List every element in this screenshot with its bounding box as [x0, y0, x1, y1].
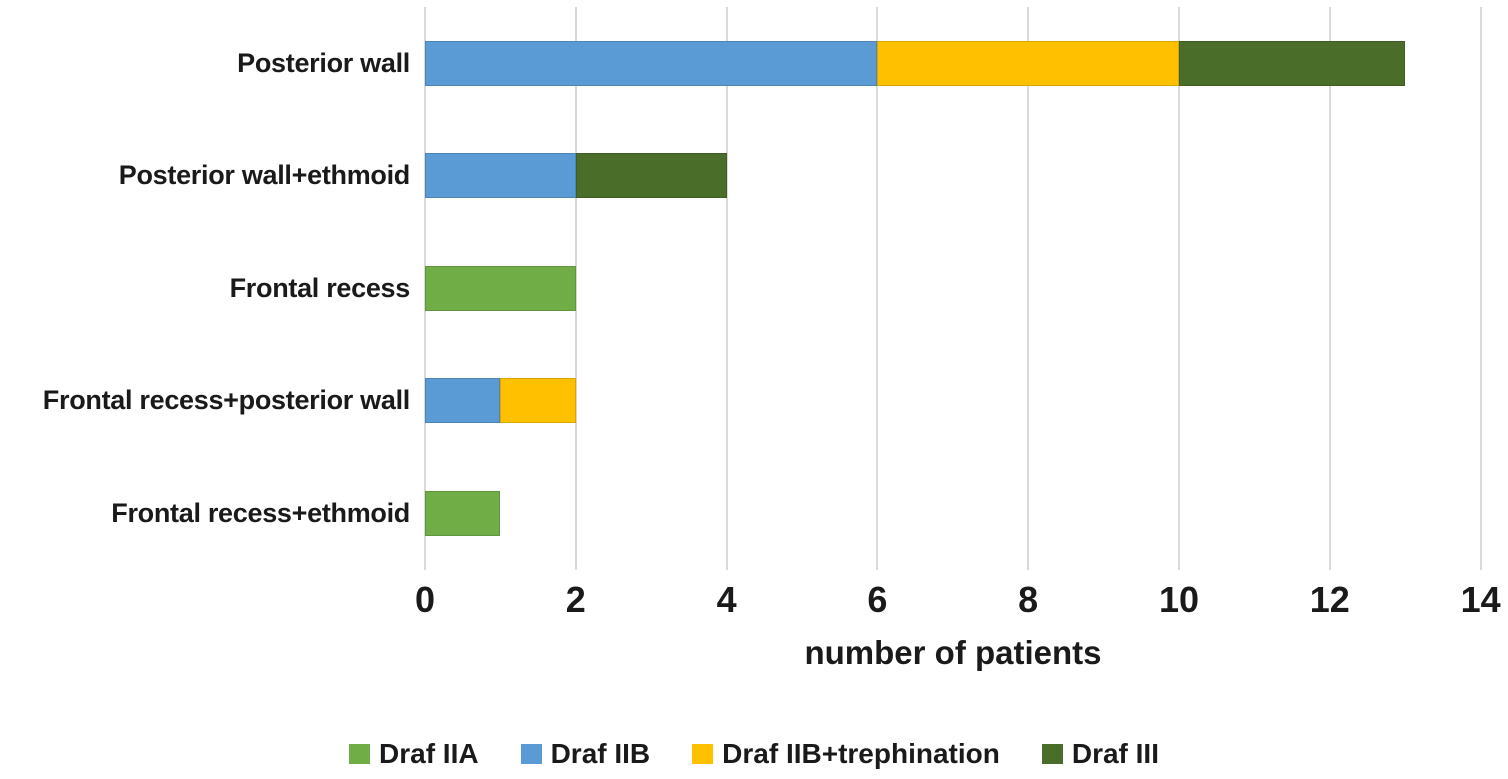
x-tick-label: 14	[1460, 579, 1501, 620]
bar-segment-draf-iib-trephination	[877, 41, 1179, 86]
category-label: Frontal recess	[229, 272, 411, 303]
x-tick-label: 4	[716, 579, 737, 620]
legend-swatch	[349, 744, 370, 764]
x-tick-label: 6	[867, 579, 888, 620]
legend-label: Draf IIB	[550, 738, 651, 769]
legend-swatch	[692, 744, 714, 764]
gridline	[1328, 7, 1331, 570]
bar-segment-draf-iia	[425, 490, 501, 536]
legend-swatch	[520, 744, 542, 764]
category-label: Posterior wall+ethmoid	[118, 160, 411, 191]
x-tick-label: 8	[1018, 579, 1039, 620]
x-tick-label: 2	[565, 579, 586, 620]
legend-label: Draf III	[1071, 738, 1159, 769]
bar-segment-draf-iib-trephination	[500, 378, 576, 424]
bar-segment-draf-iib	[425, 378, 501, 424]
bar-segment-draf-iia	[425, 265, 576, 311]
legend-swatch	[1041, 744, 1063, 764]
bar-segment-draf-iii	[1179, 41, 1406, 86]
legend-item: Draf III	[1041, 738, 1159, 770]
category-label: Frontal recess+posterior wall	[42, 385, 411, 416]
legend-item: Draf IIB	[520, 738, 651, 770]
gridline	[725, 7, 728, 570]
legend-item: Draf IIA	[349, 738, 479, 770]
legend-label: Draf IIB+trephination	[722, 738, 1000, 769]
x-tick-label: 0	[414, 579, 436, 620]
legend: Draf IIA Draf IIB Draf IIB+trephination Dra…	[0, 738, 1508, 770]
category-label: Frontal recess+ethmoid	[111, 497, 410, 528]
category-label: Posterior wall	[237, 48, 410, 78]
legend-item: Draf IIB+trephination	[692, 738, 1000, 770]
bar-segment-draf-iii	[575, 153, 727, 199]
x-tick-label: 12	[1309, 579, 1350, 620]
x-tick-label: 10	[1158, 579, 1200, 620]
gridline	[1479, 7, 1482, 570]
gridline	[1178, 7, 1180, 570]
legend-label: Draf IIA	[379, 738, 479, 769]
gridline	[574, 7, 577, 570]
gridline	[876, 7, 879, 570]
gridline	[1027, 7, 1030, 570]
bar-segment-draf-iib	[425, 153, 576, 199]
x-axis-title: number of patients	[804, 634, 1102, 671]
bar-segment-draf-iib	[425, 41, 878, 86]
